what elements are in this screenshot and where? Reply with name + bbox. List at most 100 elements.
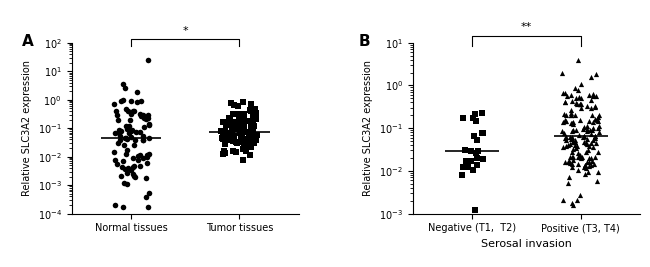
Y-axis label: Relative SLC3A2 expression: Relative SLC3A2 expression <box>363 60 374 196</box>
Point <box>109 150 120 154</box>
Point <box>567 129 577 133</box>
Point <box>235 131 245 135</box>
Point <box>111 109 122 113</box>
Point <box>133 154 143 158</box>
Point <box>567 201 577 206</box>
Point <box>582 104 592 108</box>
Point <box>588 93 599 98</box>
Point <box>141 175 151 180</box>
Point <box>566 136 577 141</box>
Point <box>562 143 572 148</box>
Point <box>250 133 260 137</box>
Point <box>114 138 125 142</box>
Point <box>135 99 146 103</box>
Point <box>118 159 129 163</box>
Point <box>130 138 140 142</box>
Point <box>585 128 595 132</box>
Point <box>232 141 242 146</box>
Point <box>566 121 577 125</box>
Point <box>581 150 592 154</box>
Point <box>224 123 235 128</box>
Point <box>560 100 570 104</box>
Point <box>114 131 124 135</box>
Point <box>579 139 590 144</box>
Text: A: A <box>21 34 33 49</box>
Point <box>590 117 600 121</box>
Point <box>591 94 601 98</box>
Point <box>468 116 478 120</box>
Point <box>220 131 230 136</box>
Point <box>140 117 151 121</box>
Point <box>238 140 248 144</box>
Point <box>580 172 590 176</box>
Point <box>250 111 261 115</box>
Point <box>137 156 148 160</box>
Point <box>116 129 126 134</box>
Point <box>233 119 244 124</box>
Point <box>557 71 567 76</box>
Point <box>144 190 154 195</box>
Point <box>126 168 136 172</box>
Point <box>471 151 481 155</box>
Point <box>222 134 233 138</box>
Point <box>478 131 488 135</box>
Point <box>590 155 600 159</box>
Point <box>218 152 228 156</box>
Point <box>461 159 471 163</box>
Point <box>570 140 580 144</box>
Point <box>586 163 596 167</box>
Point <box>237 132 247 137</box>
Point <box>592 117 603 121</box>
Point <box>143 113 153 117</box>
Point <box>122 127 133 131</box>
Point <box>223 130 233 135</box>
Point <box>566 113 577 117</box>
Point <box>558 145 568 150</box>
Point <box>572 144 582 148</box>
Point <box>468 168 478 172</box>
Point <box>129 143 140 148</box>
Point <box>246 126 257 130</box>
X-axis label: Serosal invasion: Serosal invasion <box>481 239 572 249</box>
Point <box>573 151 583 155</box>
Point <box>582 127 592 131</box>
Point <box>563 160 573 164</box>
Point <box>593 124 604 128</box>
Point <box>235 139 246 144</box>
Point <box>558 91 569 95</box>
Point <box>579 125 590 129</box>
Point <box>237 135 247 139</box>
Point <box>578 134 589 139</box>
Point <box>590 105 601 109</box>
Point <box>235 127 246 132</box>
Point <box>116 174 126 178</box>
Point <box>245 132 255 136</box>
Point <box>238 127 248 131</box>
Point <box>567 150 577 155</box>
Point <box>586 132 596 136</box>
Point <box>560 135 570 140</box>
Point <box>120 136 130 140</box>
Point <box>139 125 150 129</box>
Point <box>590 134 601 138</box>
Point <box>472 156 482 160</box>
Point <box>231 150 241 154</box>
Point <box>142 155 153 159</box>
Point <box>117 165 127 169</box>
Point <box>120 167 131 171</box>
Point <box>220 141 231 145</box>
Point <box>590 136 600 140</box>
Point <box>241 130 252 135</box>
Point <box>587 128 597 132</box>
Point <box>122 166 133 170</box>
Point <box>581 142 592 146</box>
Point <box>117 81 127 86</box>
Point <box>220 142 231 146</box>
Point <box>216 128 226 133</box>
Point <box>242 139 252 143</box>
Point <box>227 132 237 137</box>
Point <box>237 158 248 162</box>
Point <box>568 127 578 132</box>
Point <box>469 207 480 212</box>
Point <box>246 102 256 107</box>
